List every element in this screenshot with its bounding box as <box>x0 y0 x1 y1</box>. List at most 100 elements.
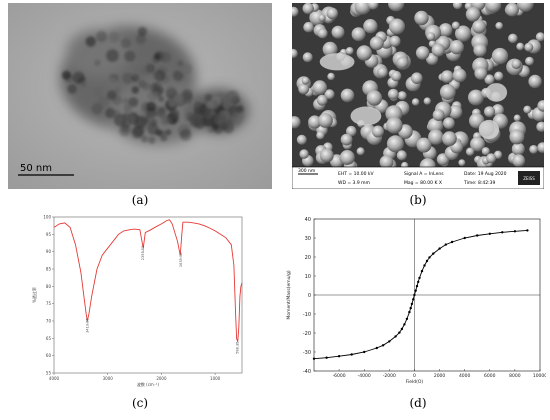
sem-particle <box>386 135 404 153</box>
ftir-y-tick-label: 100 <box>43 215 51 220</box>
sem-particle <box>495 22 503 30</box>
vsm-y-tick-label: -20 <box>303 331 311 337</box>
sem-particle <box>535 32 544 42</box>
vsm-data-point <box>513 230 517 233</box>
tem-particle <box>128 97 139 107</box>
vsm-data-point <box>405 317 409 321</box>
sem-particle <box>473 43 487 57</box>
vsm-x-tick-label: -2000 <box>383 373 396 379</box>
sem-particle <box>303 21 314 33</box>
vsm-x-tick-label: 2000 <box>434 373 446 379</box>
sem-particle <box>458 159 466 167</box>
sem-signal: Signal A = InLens <box>404 171 444 177</box>
vsm-data-point <box>409 306 412 310</box>
sem-particle <box>528 74 542 89</box>
vsm-data-point <box>412 298 415 301</box>
sem-particle <box>396 56 409 69</box>
ftir-x-tick-label: 4000 <box>49 376 60 381</box>
ftir-peak-label: 588.15 <box>236 342 240 354</box>
caption-b: (b) <box>409 193 427 207</box>
tem-particle <box>160 133 169 142</box>
sem-particle <box>428 129 444 145</box>
vsm-data-point <box>381 344 385 347</box>
tem-particle <box>178 65 186 73</box>
vsm-data-point <box>444 243 447 246</box>
sem-particle <box>452 3 463 10</box>
vsm-data-point <box>400 327 404 331</box>
sem-particle <box>415 46 430 60</box>
tem-particle <box>108 31 120 43</box>
tem-particle <box>159 51 172 63</box>
sem-particle <box>369 36 384 51</box>
sem-particle <box>481 147 490 156</box>
sem-particle <box>346 125 357 137</box>
sem-particle <box>316 131 325 140</box>
ftir-spectrum-line <box>53 219 243 342</box>
ftir-chart: 55 60 65 70 75 80 85 90 95 100 4000 3000 2000 1000 波数 … <box>31 215 243 387</box>
sem-particle <box>512 154 526 168</box>
tem-particle <box>124 50 136 62</box>
vsm-data-point <box>414 289 417 292</box>
sem-aggregate <box>319 53 355 71</box>
vsm-data-point <box>488 232 491 235</box>
tem-particle <box>131 86 139 94</box>
vsm-data-point <box>413 293 416 297</box>
vsm-x-tick-label: 0 <box>413 373 416 379</box>
tem-particle <box>150 118 158 127</box>
sem-particle <box>414 10 429 26</box>
sem-mag: Mag = 80.00 K X <box>404 180 442 186</box>
vsm-x-tick-label: -4000 <box>358 373 371 379</box>
sem-particle <box>442 131 457 147</box>
sem-particle <box>356 147 365 156</box>
vsm-data-point <box>415 284 419 288</box>
tem-particle <box>146 101 157 112</box>
sem-particle <box>505 3 519 17</box>
tem-particle <box>107 90 117 100</box>
vsm-data-point <box>388 340 391 343</box>
sem-particle <box>302 52 313 63</box>
sem-particle <box>511 59 522 69</box>
tem-particle <box>159 106 166 114</box>
vsm-data-point <box>398 331 401 334</box>
tem-particle <box>148 136 156 144</box>
sem-particle <box>485 3 502 13</box>
tem-particle <box>142 82 151 91</box>
vsm-data-point <box>403 323 406 326</box>
sem-particle <box>327 72 335 81</box>
vsm-y-axis-label: Moment/Mass(emu/g) <box>286 270 292 319</box>
tem-particle <box>192 116 201 124</box>
sem-particle <box>455 25 472 42</box>
sem-particle <box>363 19 378 34</box>
sem-particle <box>351 27 366 42</box>
tem-particle <box>95 30 108 43</box>
sem-date: Date: 19 Aug 2020 <box>464 171 507 177</box>
vsm-data-point <box>463 236 466 240</box>
sem-info-bar <box>292 166 544 189</box>
sem-particle <box>423 97 431 105</box>
vsm-x-tick-label: 8000 <box>509 373 521 379</box>
vsm-data-point <box>501 231 504 234</box>
ftir-y-tick-label: 80 <box>46 284 52 289</box>
tem-particle <box>181 88 193 101</box>
sem-particle <box>448 105 463 119</box>
sem-particle <box>379 155 394 170</box>
sem-particle <box>416 137 432 153</box>
ftir-y-axis-label: %透过率 <box>31 287 37 303</box>
vsm-x-tick-label: -6000 <box>333 373 346 379</box>
tem-particle <box>123 104 132 113</box>
tem-particle <box>141 135 148 143</box>
sem-particle <box>340 88 355 103</box>
tem-particle <box>165 129 172 136</box>
sem-particle <box>397 91 407 101</box>
tem-particle <box>121 118 131 128</box>
sem-particle <box>449 40 464 55</box>
sem-particle <box>340 133 353 146</box>
vsm-data-point <box>350 353 353 356</box>
vsm-data-point <box>418 276 421 280</box>
sem-particle <box>317 28 328 39</box>
ftir-peak-label: 1635.38 <box>179 253 183 267</box>
ftir-y-tick-label: 95 <box>46 232 52 237</box>
sem-particle <box>494 71 504 81</box>
sem-particle <box>339 150 355 165</box>
vsm-data-point <box>417 280 420 284</box>
